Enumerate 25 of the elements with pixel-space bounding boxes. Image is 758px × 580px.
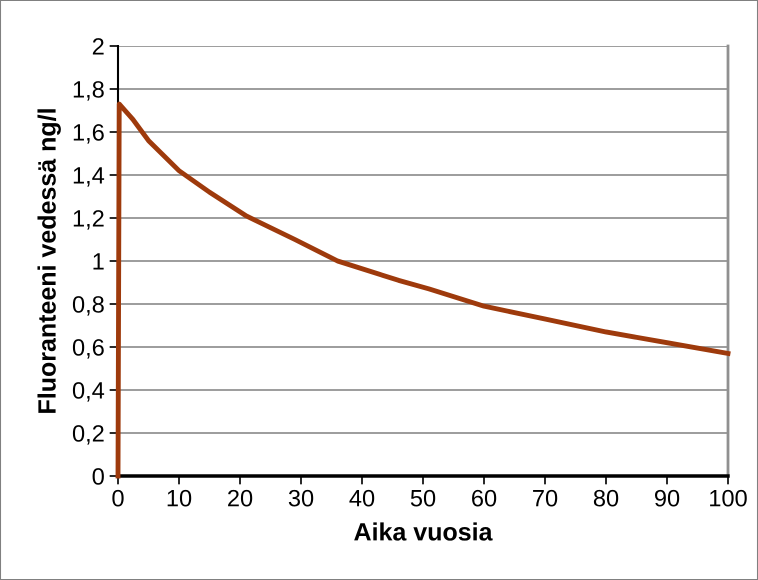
- y-tick-label: 0,6: [72, 339, 104, 359]
- x-tick-label: 40: [349, 490, 374, 507]
- y-tick-label: 2: [92, 38, 104, 55]
- x-axis-title: Aika vuosia: [354, 522, 493, 541]
- x-tick-label: 10: [168, 490, 192, 507]
- y-tick-label: 0,4: [72, 382, 104, 402]
- y-tick-label: 1,2: [74, 210, 104, 230]
- y-tick-label: 0: [92, 468, 104, 485]
- x-tick-label: 90: [654, 490, 680, 507]
- line-series: [116, 102, 730, 478]
- x-tick-label: 50: [410, 490, 436, 507]
- y-tick-label: 0,8: [72, 296, 104, 316]
- x-tick-label: 30: [288, 490, 314, 507]
- x-tick-label: 70: [533, 490, 558, 507]
- y-tick-label: 1,4: [74, 167, 104, 187]
- x-tick-label: 0: [112, 490, 124, 507]
- x-tick-label: 80: [594, 490, 618, 507]
- y-tick-label: 1,6: [74, 124, 104, 144]
- y-axis-title: Fluoranteeni vedessä ng/l: [37, 109, 61, 413]
- x-tick-label: 100: [710, 490, 747, 507]
- x-tick-label: 60: [472, 490, 496, 507]
- y-tick-label: 0,2: [72, 425, 104, 445]
- x-tick-label: 20: [228, 490, 252, 507]
- y-tick-label: 1,8: [74, 81, 104, 101]
- y-tick-label: 1: [93, 253, 104, 270]
